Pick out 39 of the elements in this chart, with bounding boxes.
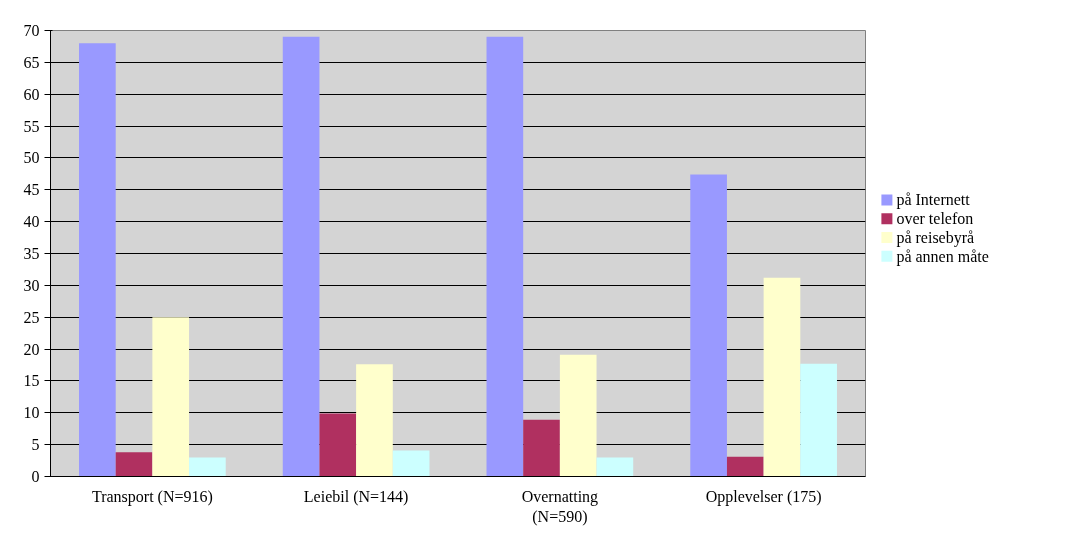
bar (523, 419, 560, 477)
y-tick-label: 15 (23, 372, 40, 390)
x-tick-label: Transport (N=916) (91, 487, 213, 506)
legend-label: på annen måte (896, 247, 989, 266)
y-tick-label: 35 (23, 245, 40, 262)
y-tick-label: 20 (23, 340, 40, 358)
bar (115, 452, 153, 477)
y-tick-label: 10 (23, 404, 40, 422)
bar (356, 364, 393, 477)
legend-label: på reisebyrå (896, 228, 975, 247)
bar (486, 36, 524, 477)
y-tick-label: 45 (23, 181, 40, 199)
bar (726, 456, 764, 477)
y-tick-label: 60 (23, 85, 40, 103)
y-tick-label: 40 (23, 213, 40, 231)
bar (559, 354, 597, 477)
bar (763, 277, 801, 477)
y-tick-label: 0 (31, 468, 40, 485)
y-tick-label: 25 (23, 308, 40, 326)
bar (596, 457, 634, 477)
y-tick-label: 70 (23, 22, 40, 39)
bar (319, 413, 357, 477)
y-tick-label: 5 (31, 436, 40, 454)
legend-label: på Internett (896, 191, 971, 210)
legend-label: over telefon (896, 210, 974, 228)
y-tick-label: 50 (23, 149, 40, 167)
y-tick-label: 55 (23, 117, 40, 135)
x-tick-label: Overnatting (N=590) (521, 487, 599, 526)
bar (79, 43, 116, 477)
y-tick-label: 65 (23, 53, 40, 71)
bar (392, 450, 430, 477)
x-tick-label: Opplevelser (175) (705, 487, 822, 506)
bar (152, 317, 190, 477)
y-tick-label: 30 (23, 276, 40, 294)
bar (800, 363, 837, 477)
bar (690, 174, 727, 477)
bar (189, 457, 226, 477)
x-tick-label: Leiebil (N=144) (303, 487, 409, 506)
bar (282, 36, 320, 477)
